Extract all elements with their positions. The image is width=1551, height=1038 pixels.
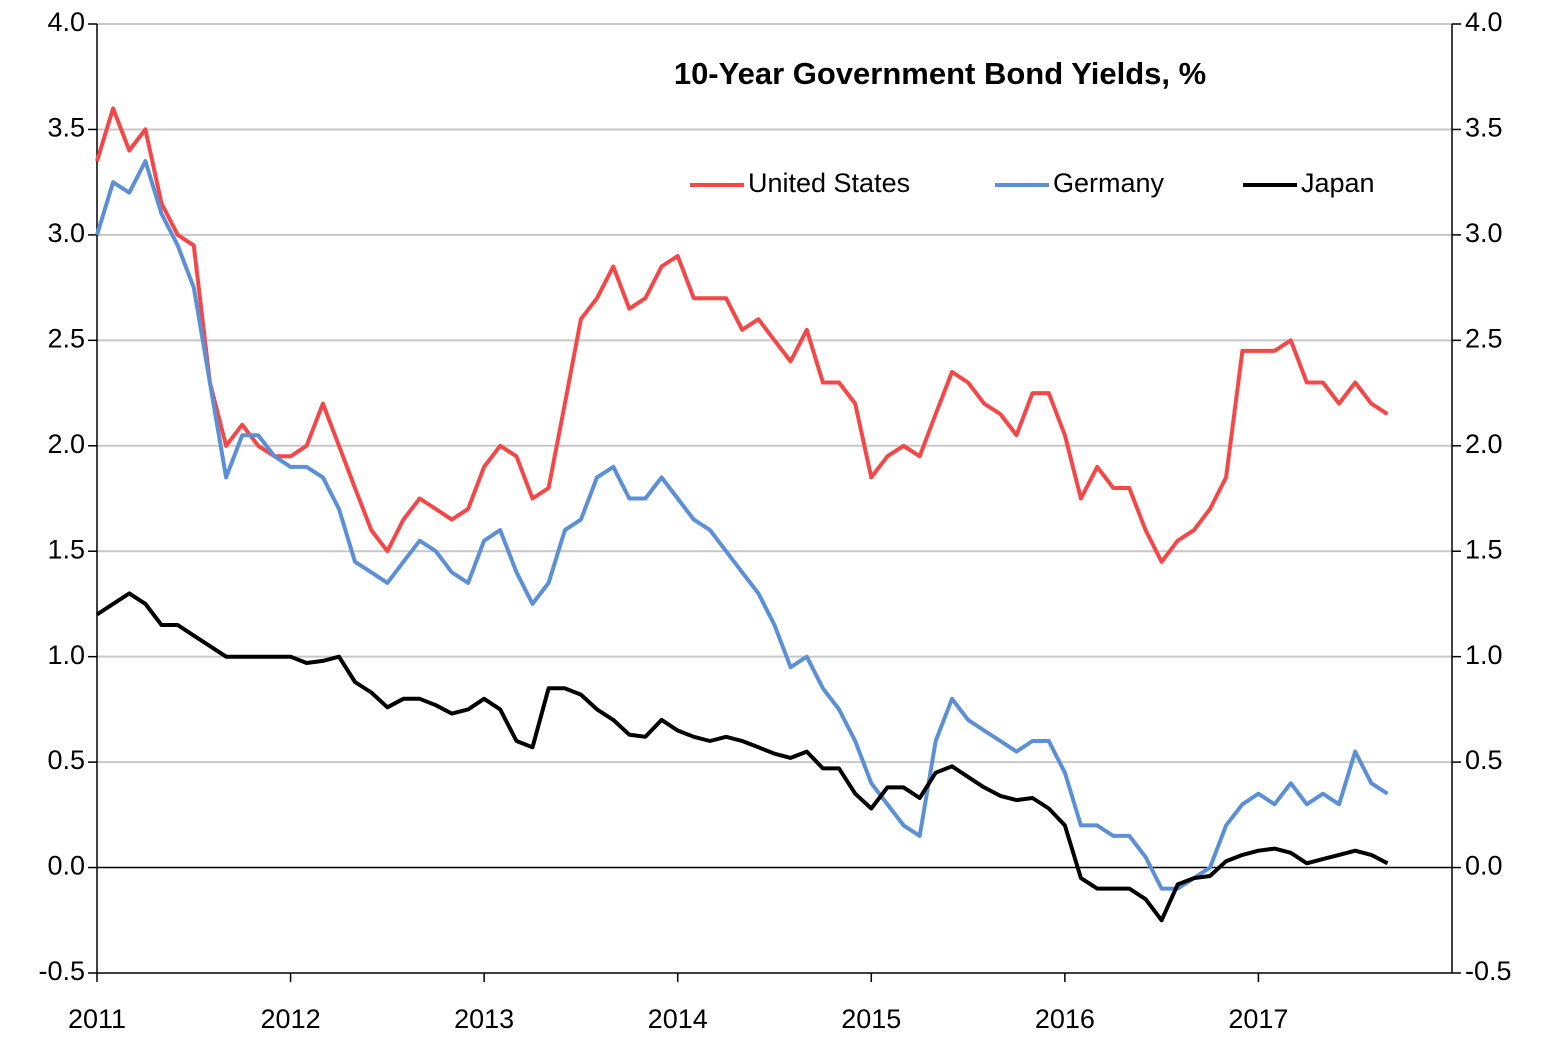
y2-tick-label: 1.0 — [1465, 640, 1503, 670]
y-tick-label: 0.0 — [47, 851, 85, 881]
y2-tick-label: 3.0 — [1465, 218, 1503, 248]
y-tick-label: 1.5 — [47, 534, 85, 564]
series-line — [95, 159, 1389, 891]
y-tick-label: 1.0 — [47, 640, 85, 670]
legend-label: Germany — [1053, 168, 1165, 198]
y2-tick-label: 3.5 — [1465, 113, 1503, 143]
chart-title: 10-Year Government Bond Yields, % — [674, 56, 1206, 91]
y2-tick-label: 0.0 — [1465, 851, 1503, 881]
y2-tick-label: 1.5 — [1465, 534, 1503, 564]
x-tick-label: 2011 — [68, 1004, 126, 1034]
y-tick-label: 4.0 — [47, 7, 85, 37]
legend-label: United States — [748, 168, 910, 198]
legend-label: Japan — [1301, 168, 1375, 198]
y-tick-label: -0.5 — [38, 956, 85, 986]
series-line — [95, 106, 1389, 564]
y-tick-label: 3.5 — [47, 113, 85, 143]
series-line — [95, 591, 1389, 923]
y2-tick-label: -0.5 — [1465, 956, 1512, 986]
y2-tick-label: 2.0 — [1465, 429, 1503, 459]
y2-tick-label: 4.0 — [1465, 7, 1503, 37]
x-tick-label: 2012 — [261, 1004, 321, 1034]
y-tick-label: 2.0 — [47, 429, 85, 459]
y2-tick-label: 0.5 — [1465, 745, 1503, 775]
x-tick-label: 2016 — [1035, 1004, 1095, 1034]
x-tick-label: 2014 — [648, 1004, 708, 1034]
x-tick-label: 2013 — [454, 1004, 514, 1034]
x-tick-label: 2015 — [841, 1004, 901, 1034]
y-tick-label: 0.5 — [47, 745, 85, 775]
y-tick-label: 2.5 — [47, 323, 85, 353]
y-tick-label: 3.0 — [47, 218, 85, 248]
x-tick-label: 2017 — [1228, 1004, 1288, 1034]
y2-tick-label: 2.5 — [1465, 323, 1503, 353]
